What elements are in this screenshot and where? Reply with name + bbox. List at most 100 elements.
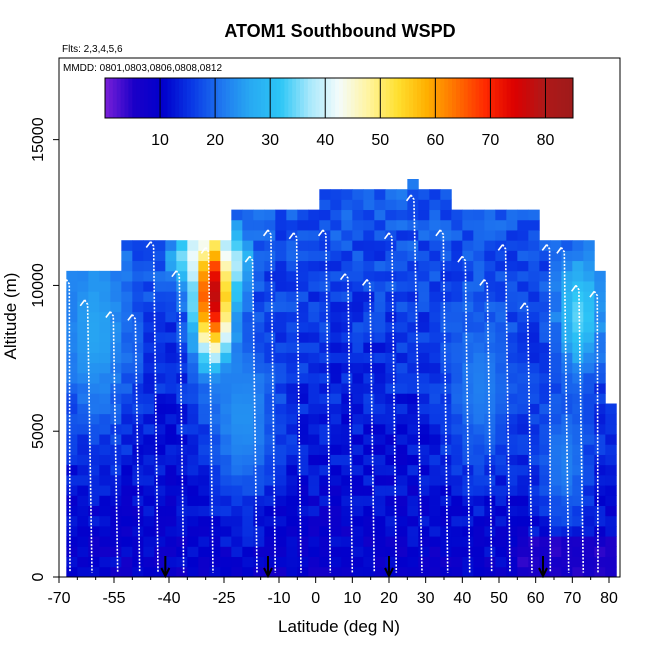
heatmap-cell	[154, 362, 166, 374]
colorbar-segment	[448, 78, 453, 118]
heatmap-cell	[363, 495, 375, 506]
heatmap-cell	[528, 352, 540, 364]
heatmap-cell	[352, 332, 364, 343]
heatmap-cell	[297, 301, 309, 313]
heatmap-cell	[77, 464, 89, 476]
heatmap-cell	[561, 352, 573, 364]
heatmap-cell	[253, 260, 265, 272]
heatmap-cell	[407, 536, 419, 547]
heatmap-cell	[407, 301, 419, 313]
heatmap-cell	[352, 403, 364, 415]
heatmap-cell	[583, 444, 595, 455]
arrow-marker-head	[263, 567, 273, 579]
flight-track	[560, 247, 570, 573]
heatmap-cell	[231, 311, 243, 323]
heatmap-cell	[319, 260, 331, 272]
flight-track-level	[556, 247, 562, 254]
heatmap-cell	[407, 383, 419, 394]
heatmap-cell	[583, 403, 595, 415]
heatmap-cell	[330, 250, 342, 262]
heatmap-cell	[275, 321, 287, 333]
heatmap-cell	[330, 403, 342, 415]
heatmap-cell	[418, 342, 430, 353]
heatmap-cell	[528, 311, 540, 323]
heatmap-cell	[143, 321, 155, 333]
heatmap-cell	[77, 281, 89, 292]
heatmap-cell	[264, 260, 276, 272]
heatmap-cell	[352, 250, 364, 262]
heatmap-cell	[341, 525, 353, 537]
heatmap-cell	[561, 291, 573, 302]
heatmap-cell	[429, 383, 441, 394]
heatmap-cell	[154, 240, 166, 251]
flight-track	[109, 311, 119, 573]
heatmap-cell	[187, 270, 199, 282]
heatmap-cell	[330, 566, 342, 577]
heatmap-cell	[154, 352, 166, 364]
heatmap-cell	[253, 413, 265, 425]
heatmap-cell	[363, 240, 375, 251]
heatmap-cell	[110, 372, 122, 384]
heatmap-cell	[341, 566, 353, 577]
x-tick-label: 70	[563, 590, 581, 607]
heatmap-cell	[418, 505, 430, 517]
heatmap-cell	[99, 485, 111, 496]
heatmap-cell	[385, 332, 397, 343]
heatmap-cell	[264, 342, 276, 353]
heatmap-cell	[275, 515, 287, 527]
heatmap-cell	[341, 240, 353, 251]
heatmap-cell	[385, 209, 397, 221]
heatmap-cell	[363, 342, 375, 353]
heatmap-cell	[231, 250, 243, 262]
heatmap-cell	[242, 454, 254, 466]
heatmap-cell	[231, 536, 243, 547]
heatmap-cell	[154, 342, 166, 353]
heatmap-cell	[528, 434, 540, 445]
colorbar-segment	[417, 78, 422, 118]
colorbar-segment	[350, 78, 356, 118]
heatmap-cell	[473, 372, 485, 384]
heatmap-cell	[374, 219, 386, 231]
heatmap-cell	[297, 219, 309, 231]
heatmap-cell	[484, 230, 496, 241]
heatmap-cell	[528, 403, 540, 415]
heatmap-cell	[253, 556, 265, 568]
heatmap-cell	[506, 362, 518, 374]
heatmap-cell	[396, 495, 408, 506]
heatmap-cell	[561, 362, 573, 374]
heatmap-cell	[242, 536, 254, 547]
colorbar-tick-label: 70	[482, 132, 500, 149]
heatmap-cell	[451, 260, 463, 272]
heatmap-cell	[462, 383, 474, 394]
colorbar-segment	[218, 78, 223, 118]
heatmap-cell	[242, 474, 254, 486]
heatmap-cell	[539, 505, 551, 517]
heatmap-cell	[264, 219, 276, 231]
heatmap-cell	[506, 474, 518, 486]
heatmap-cell	[242, 505, 254, 517]
heatmap-cell	[308, 383, 320, 394]
heatmap-cell	[187, 474, 199, 486]
colorbar-tick-label: 30	[261, 132, 279, 149]
flight-track-level	[105, 311, 111, 318]
heatmap-cell	[341, 362, 353, 374]
heatmap-cell	[165, 240, 177, 251]
heatmap-cell	[462, 219, 474, 231]
heatmap-cell	[209, 372, 221, 384]
heatmap-cell	[583, 260, 595, 272]
heatmap-cell	[396, 301, 408, 313]
heatmap-cell	[363, 454, 375, 466]
heatmap-cell	[275, 362, 287, 374]
heatmap-cell	[110, 352, 122, 364]
heatmap-cell	[440, 515, 452, 527]
heatmap-cell	[253, 444, 265, 455]
heatmap-cell	[396, 536, 408, 547]
heatmap-cell	[99, 372, 111, 384]
heatmap-cell	[517, 444, 529, 455]
heatmap-cell	[275, 383, 287, 394]
heatmap-cell	[231, 515, 243, 527]
heatmap-cell	[297, 383, 309, 394]
heatmap-cell	[407, 434, 419, 445]
heatmap-cell	[330, 495, 342, 506]
heatmap-cell	[583, 393, 595, 404]
